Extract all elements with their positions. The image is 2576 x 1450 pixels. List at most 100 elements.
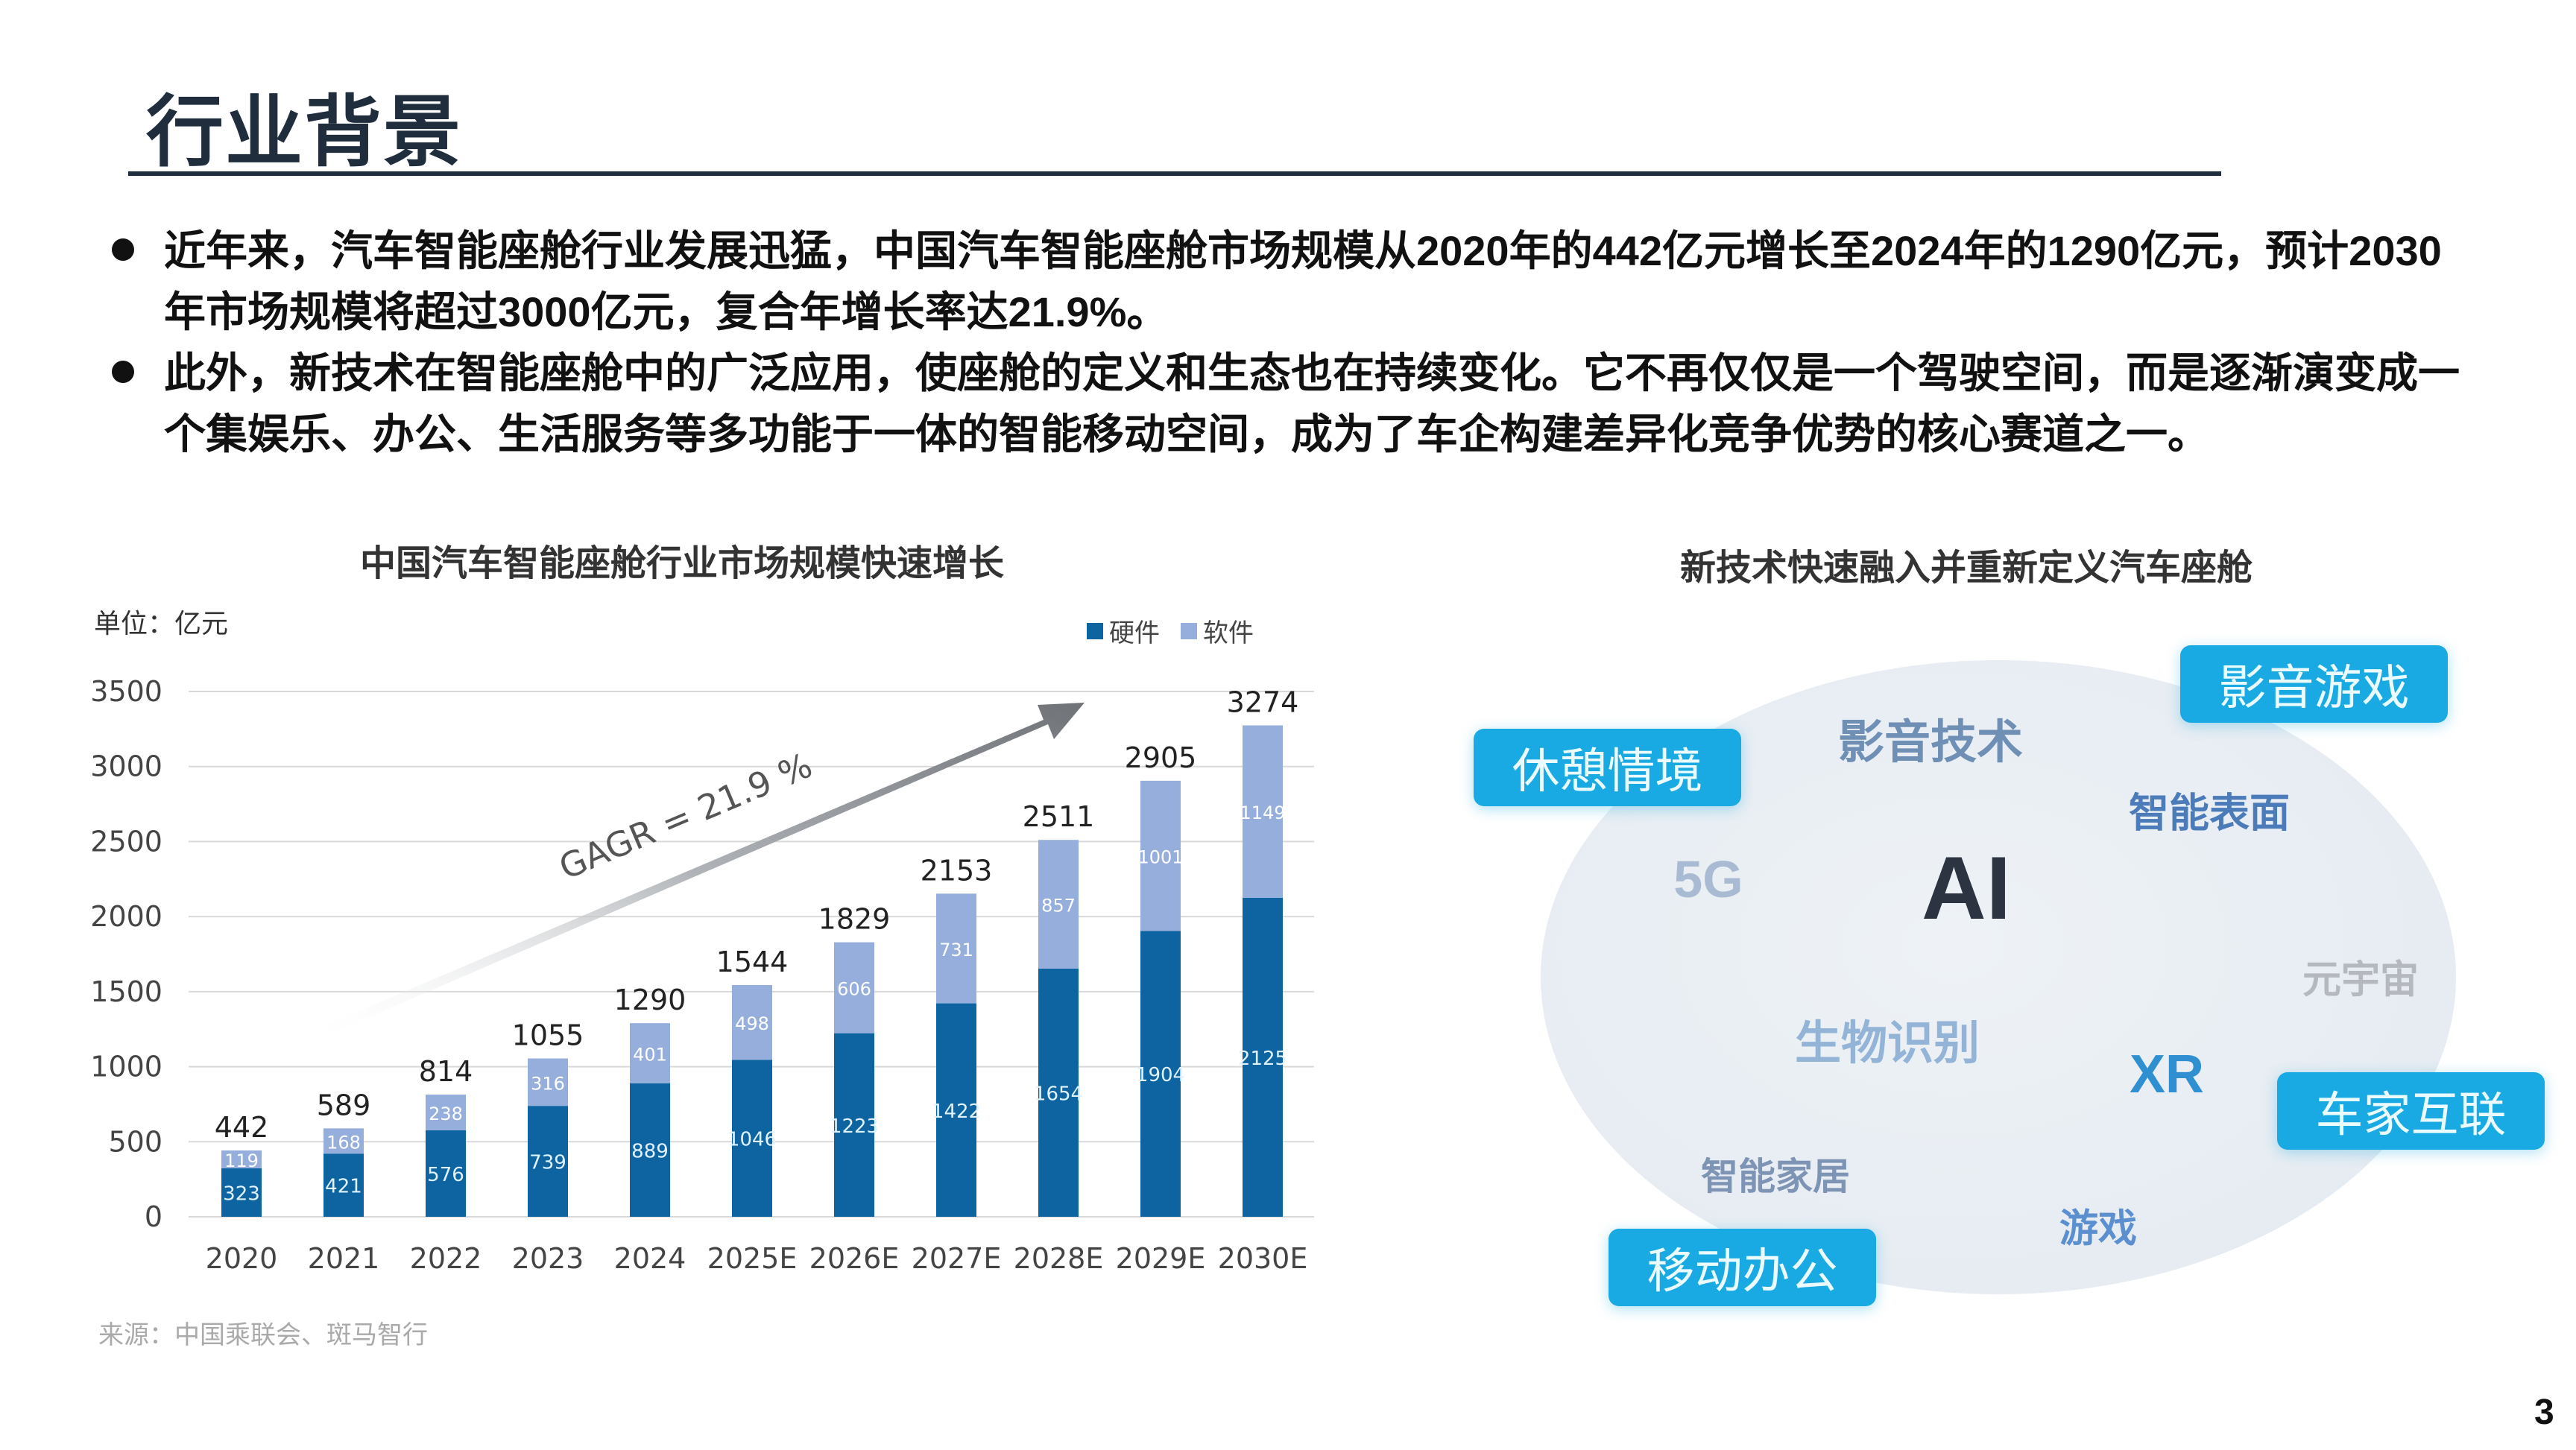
data-label-total: 1290 (614, 984, 686, 1016)
bar-hardware (426, 1130, 466, 1217)
data-label-hardware: 1654 (1034, 1083, 1083, 1105)
x-tick-label: 2028E (1014, 1242, 1104, 1275)
bar-software (323, 1128, 364, 1154)
data-label-total: 2153 (921, 854, 993, 887)
legend-label: 软件 (1203, 619, 1254, 648)
data-label-total: 814 (419, 1055, 473, 1088)
bar-hardware (1140, 931, 1181, 1217)
bullet-dot-icon (112, 361, 134, 383)
x-tick-label: 2024 (614, 1242, 686, 1275)
data-label-software: 119 (224, 1150, 259, 1171)
chart-title: 中国汽车智能座舱行业市场规模快速增长 (359, 544, 1005, 583)
data-label-total: 442 (215, 1111, 269, 1144)
bar-software (936, 893, 976, 1004)
tag-media-games: 影音游戏 (2180, 645, 2448, 723)
bar-software (1038, 840, 1079, 969)
keyword-media-tech: 影音技术 (1837, 717, 2024, 768)
data-label-total: 1055 (512, 1019, 584, 1051)
legend-label: 硬件 (1109, 619, 1160, 648)
y-tick-label: 1000 (90, 1051, 162, 1083)
data-label-software: 1001 (1137, 847, 1183, 868)
data-label-total: 2905 (1125, 741, 1197, 774)
data-label-software: 168 (326, 1132, 361, 1153)
bar-hardware (528, 1106, 568, 1217)
x-tick-label: 2029E (1116, 1242, 1206, 1275)
data-label-software: 498 (735, 1013, 769, 1034)
data-label-hardware: 889 (631, 1140, 669, 1162)
data-label-software: 238 (429, 1104, 463, 1124)
x-tick-label: 2022 (410, 1242, 482, 1275)
data-label-total: 3274 (1227, 686, 1299, 719)
data-label-total: 1829 (818, 903, 891, 936)
data-label-hardware: 421 (325, 1176, 362, 1198)
x-tick-label: 2023 (512, 1242, 584, 1275)
bar-hardware (630, 1083, 670, 1217)
data-label-hardware: 1223 (830, 1115, 879, 1138)
legend-item-hardware: 硬件 (1087, 612, 1160, 649)
y-tick-label: 2500 (90, 825, 162, 858)
x-tick-label: 2030E (1218, 1242, 1308, 1275)
diagram-title: 新技术快速融入并重新定义汽车座舱 (1679, 548, 2253, 588)
y-tick-label: 3500 (90, 675, 162, 708)
bar-software (1243, 725, 1283, 898)
data-label-software: 857 (1041, 896, 1076, 916)
data-label-hardware: 576 (427, 1164, 464, 1186)
tag-rest-scene: 休憩情境 (1474, 729, 1741, 806)
legend-swatch-software (1181, 622, 1197, 639)
data-label-hardware: 2125 (1238, 1048, 1287, 1070)
bullet-item: 近年来，汽车智能座舱行业发展迅猛，中国汽车智能座舱市场规模从2020年的442亿… (112, 221, 2467, 343)
tag-mobile-office: 移动办公 (1609, 1229, 1876, 1306)
bullet-text: 近年来，汽车智能座舱行业发展迅猛，中国汽车智能座舱市场规模从2020年的442亿… (164, 227, 2442, 335)
data-label-software: 401 (633, 1045, 667, 1066)
legend-item-software: 软件 (1181, 612, 1254, 649)
y-tick-label: 2000 (90, 900, 162, 933)
bar-hardware (1243, 897, 1283, 1217)
bar-hardware (1038, 968, 1079, 1217)
data-label-software: 316 (531, 1073, 565, 1094)
data-label-software: 606 (837, 979, 871, 1000)
keyword-xr: XR (2129, 1045, 2205, 1104)
bar-hardware (834, 1033, 874, 1217)
growth-arrow (304, 703, 1085, 1043)
bar-software (732, 984, 772, 1060)
x-tick-label: 2026E (809, 1242, 900, 1275)
bullet-dot-icon (112, 238, 134, 261)
data-label-hardware: 1904 (1136, 1064, 1185, 1086)
y-tick-label: 3000 (90, 750, 162, 783)
keyword-biometrics: 生物识别 (1794, 1018, 1980, 1069)
x-tick-label: 2021 (308, 1242, 380, 1275)
bar-software (1140, 780, 1181, 931)
chart-source: 来源：中国乘联会、斑马智行 (98, 1321, 428, 1349)
keyword-ai: AI (1922, 838, 2011, 938)
page-title: 行业背景 (146, 89, 463, 176)
data-label-hardware: 739 (529, 1152, 566, 1174)
y-tick-label: 1500 (90, 975, 162, 1008)
data-label-total: 1544 (716, 946, 789, 978)
tag-car-home: 车家互联 (2277, 1072, 2545, 1150)
legend-swatch-hardware (1087, 622, 1103, 639)
keyword-5g: 5G (1673, 850, 1743, 908)
bullet-item: 此外，新技术在智能座舱中的广泛应用，使座舱的定义和生态也在持续变化。它不再仅仅是… (112, 343, 2467, 465)
chart-legend: 硬件 软件 (1087, 612, 1254, 649)
data-label-software: 1149 (1240, 802, 1285, 823)
bar-hardware (732, 1060, 772, 1217)
chart-unit-label: 单位：亿元 (94, 608, 229, 639)
bar-software (630, 1023, 670, 1083)
x-tick-label: 2020 (206, 1242, 278, 1275)
keyword-smart-surface: 智能表面 (2129, 791, 2290, 836)
data-label-hardware: 323 (223, 1183, 260, 1205)
bar-software (426, 1095, 466, 1130)
bar-software (528, 1058, 568, 1107)
data-label-hardware: 1422 (932, 1101, 981, 1123)
keyword-metaverse: 元宇宙 (2302, 958, 2419, 1002)
y-tick-label: 0 (145, 1200, 162, 1233)
x-tick-label: 2027E (912, 1242, 1002, 1275)
bar-hardware (323, 1153, 364, 1217)
page-number: 3 (2534, 1393, 2554, 1432)
x-tick-label: 2025E (707, 1242, 798, 1275)
bullet-text: 此外，新技术在智能座舱中的广泛应用，使座舱的定义和生态也在持续变化。它不再仅仅是… (164, 349, 2460, 458)
bar-hardware (221, 1168, 262, 1217)
data-label-total: 589 (317, 1089, 371, 1121)
data-label-hardware: 1046 (727, 1129, 777, 1151)
